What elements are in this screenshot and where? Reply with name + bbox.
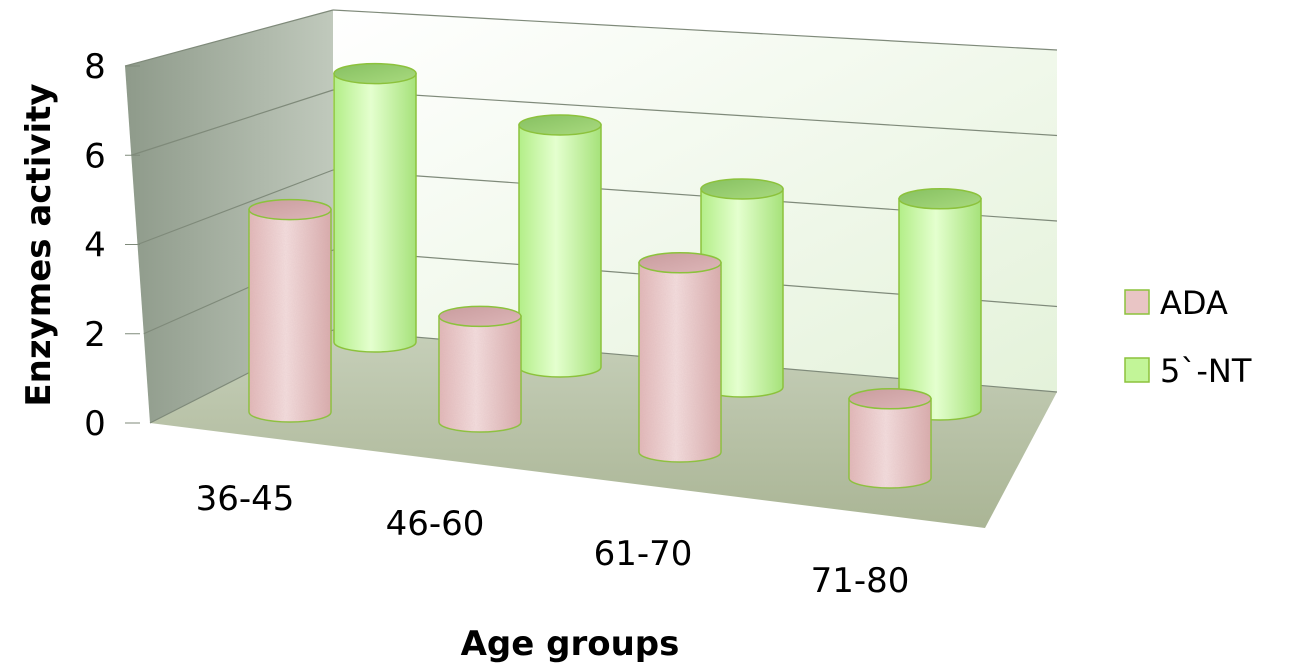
bar-ada-36-45 <box>248 198 332 423</box>
bar-top <box>898 188 982 210</box>
chart-floor <box>150 330 1057 528</box>
bar-texture <box>249 209 331 422</box>
y-tick-label: 0 <box>84 404 106 444</box>
gridline <box>332 9 1058 51</box>
x-tick-label: 46-60 <box>386 504 485 544</box>
y-tick-label: 2 <box>84 315 106 355</box>
back-wall <box>333 10 1057 392</box>
bar-body <box>898 198 982 421</box>
gridline <box>332 89 1058 137</box>
x-tick-label: 71-80 <box>811 561 910 601</box>
gridline-side <box>124 9 334 67</box>
bar-5nt-46-60 <box>518 114 602 378</box>
legend: ADA 5`-NT <box>1124 284 1252 390</box>
gridline-side <box>137 169 334 246</box>
bar-top <box>438 305 522 328</box>
y-tick-label: 4 <box>84 226 106 266</box>
legend-label-ada: ADA <box>1160 284 1228 322</box>
bar-top <box>518 114 602 136</box>
bar-body <box>518 124 602 378</box>
bar-5nt-36-45 <box>333 62 417 353</box>
bar-5nt-71-80 <box>898 188 982 421</box>
y-tick-label: 8 <box>84 47 106 87</box>
legend-swatch-5nt <box>1124 357 1150 383</box>
bar-top <box>638 252 722 274</box>
bar-ada-46-60 <box>438 305 522 433</box>
bar-body <box>333 72 417 353</box>
bar-top <box>848 388 932 410</box>
bar-top <box>333 62 417 85</box>
gridline-side <box>131 89 334 156</box>
y-tick-label: 6 <box>84 136 106 176</box>
y-axis-title: Enzymes activity <box>19 83 59 406</box>
bar-ada-61-70 <box>638 252 722 463</box>
x-tick-label: 61-70 <box>594 534 693 574</box>
bar-top <box>700 178 784 200</box>
bar-texture <box>849 398 931 488</box>
x-tick-label: 36-45 <box>196 479 295 519</box>
bars <box>248 62 982 489</box>
bar-texture <box>639 262 721 462</box>
x-axis-ticks: 36-45 46-60 61-70 71-80 <box>196 479 910 601</box>
legend-swatch-ada <box>1124 289 1150 315</box>
x-axis-title: Age groups <box>461 624 680 664</box>
bar-top <box>248 198 332 221</box>
y-axis-ticks: 0 2 4 6 8 <box>84 47 140 444</box>
legend-label-5nt: 5`-NT <box>1160 352 1252 390</box>
bar-ada-71-80 <box>848 388 932 489</box>
bar-texture <box>439 316 521 432</box>
